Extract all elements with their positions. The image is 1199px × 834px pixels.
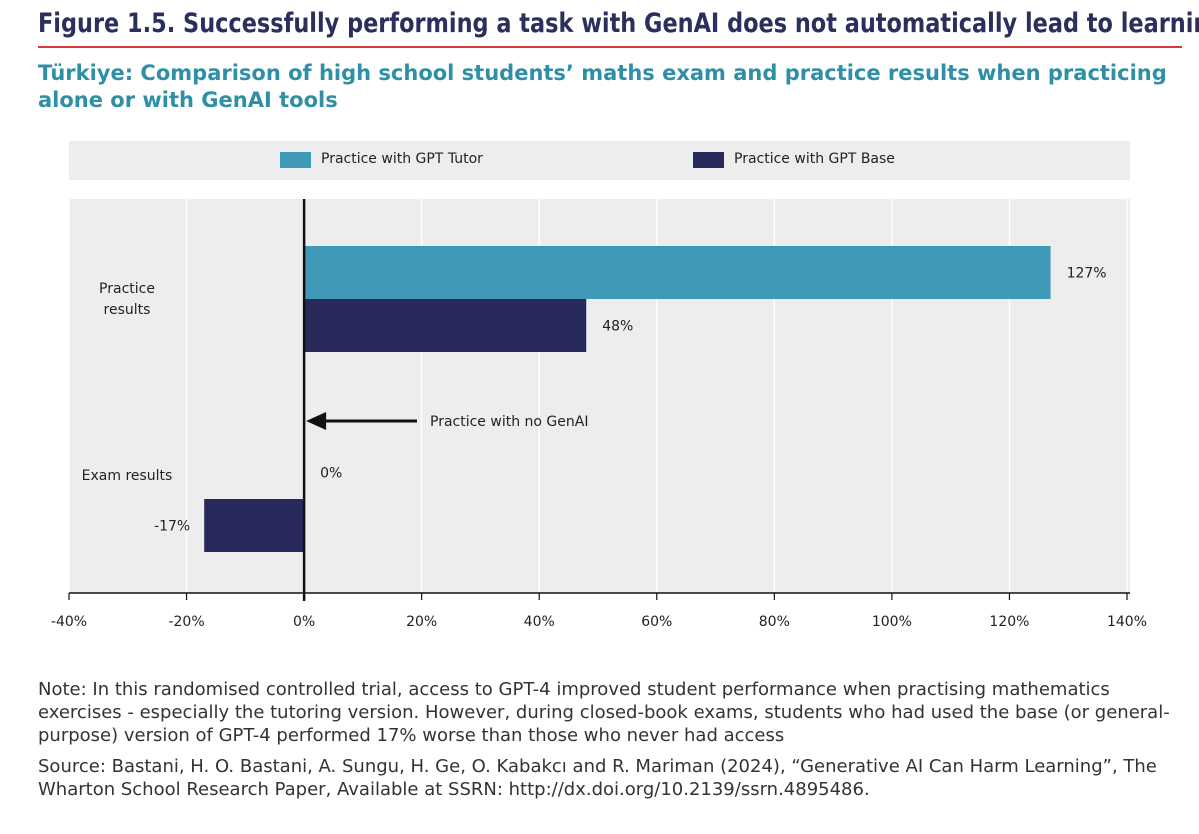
bar-1-1 — [204, 499, 305, 552]
legend-label-0: Practice with GPT Tutor — [321, 151, 483, 167]
data-label-1: 48% — [602, 319, 633, 335]
chart-source: Source: Bastani, H. O. Bastani, A. Sungu… — [38, 756, 1157, 800]
legend-swatch-0 — [280, 152, 311, 168]
annotation-label: Practice with no GenAI — [430, 414, 588, 430]
x-tick-label-2: 0% — [293, 614, 315, 630]
legend: Practice with GPT Tutor Practice with GPT… — [280, 151, 895, 168]
annotation-arrow-head — [306, 412, 327, 430]
category-label-1: Exam results — [82, 468, 173, 484]
bar-1-0 — [304, 299, 587, 352]
data-label-3: -17% — [154, 519, 190, 535]
title-divider — [38, 46, 1182, 48]
x-tick-label-4: 40% — [524, 614, 555, 630]
x-axis: -40% -20% 0% 20% 40% 60% 80% 100% 120% 140% — [51, 199, 1147, 630]
x-tick-label-0: -40% — [51, 614, 87, 630]
bars — [204, 246, 1051, 552]
data-label-0: 127% — [1067, 266, 1107, 282]
x-tick-label-9: 140% — [1107, 614, 1147, 630]
category-label-0-line-0: Practice — [99, 281, 155, 297]
x-tick-label-5: 60% — [641, 614, 672, 630]
annotation: Practice with no GenAI — [306, 412, 588, 430]
x-tick-label-7: 100% — [872, 614, 912, 630]
bar-0-0 — [304, 246, 1051, 299]
bar-chart: Practice with GPT Tutor Practice with GPT… — [51, 141, 1147, 630]
x-tick-label-3: 20% — [406, 614, 437, 630]
data-labels: 127% 48% 0% -17% — [154, 266, 1107, 535]
legend-label-1: Practice with GPT Base — [734, 151, 895, 167]
legend-background — [69, 141, 1130, 180]
x-tick-label-8: 120% — [989, 614, 1029, 630]
data-label-2: 0% — [320, 466, 342, 482]
x-tick-label-6: 80% — [759, 614, 790, 630]
chart-note: Note: In this randomised controlled tria… — [38, 679, 1170, 746]
chart-subtitle: Türkiye: Comparison of high school stude… — [38, 61, 1167, 112]
figure-title: Figure 1.5. Successfully performing a ta… — [38, 8, 1199, 39]
legend-swatch-1 — [693, 152, 724, 168]
x-tick-label-1: -20% — [168, 614, 204, 630]
category-label-0-line-1: results — [104, 302, 151, 318]
category-labels: Practice results Exam results — [82, 281, 173, 484]
